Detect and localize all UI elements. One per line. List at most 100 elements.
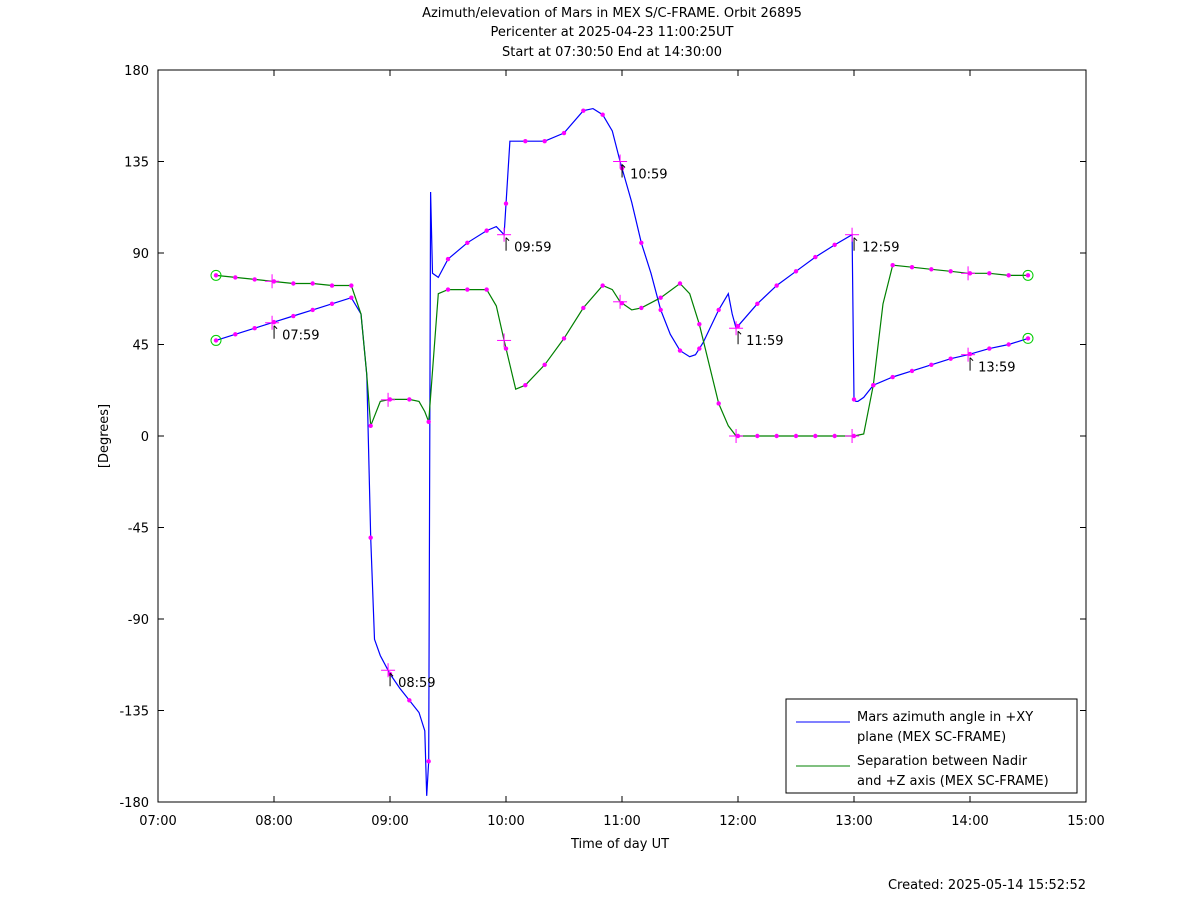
series-point-azimuth — [291, 313, 296, 319]
hour-label-pointer-head — [505, 237, 510, 242]
series-point-azimuth — [213, 338, 219, 343]
x-tick-label: 14:00 — [951, 814, 988, 829]
series-point-separation — [909, 265, 915, 270]
series-point-azimuth — [445, 256, 451, 262]
series-point-azimuth — [755, 301, 760, 307]
legend: Mars azimuth angle in +XY plane (MEX SC-… — [785, 698, 1078, 794]
y-tick-label: 135 — [124, 156, 149, 171]
series-point-separation — [1006, 273, 1011, 278]
series-point-separation — [697, 321, 702, 327]
series-point-separation — [484, 287, 489, 292]
y-tick-label: -180 — [119, 796, 149, 811]
x-tick-label: 10:00 — [487, 814, 524, 829]
series-point-separation — [349, 283, 354, 288]
y-axis-ticks: 180 135 90 45 0 -45 -90 -135 -180 — [119, 64, 1086, 811]
legend-label-separation-line-1: Separation between Nadir — [857, 754, 1028, 769]
series-point-separation — [890, 263, 895, 268]
hour-label: 12:59 — [862, 241, 899, 256]
series-point-azimuth — [639, 240, 644, 246]
hour-label-pointer-head — [273, 325, 278, 330]
series-point-separation — [213, 273, 219, 278]
series-point-azimuth — [813, 254, 818, 260]
series-point-azimuth — [929, 362, 934, 368]
series-point-separation — [465, 287, 470, 292]
created-timestamp: Created: 2025-05-14 15:52:52 — [888, 878, 1086, 893]
series-point-separation — [677, 281, 683, 286]
y-tick-label: -45 — [128, 522, 149, 537]
series-point-separation — [871, 382, 876, 388]
x-tick-label: 09:00 — [371, 814, 408, 829]
series-point-azimuth — [967, 351, 973, 357]
series-point-separation — [929, 267, 934, 272]
hour-label-pointer-head — [969, 357, 974, 362]
series-point-separation — [503, 346, 509, 351]
y-tick-label: 0 — [141, 430, 149, 445]
series-point-separation — [948, 269, 953, 274]
series-point-separation — [716, 401, 721, 406]
series-endpoint-azimuth — [1022, 332, 1034, 344]
series-point-separation — [291, 281, 296, 286]
series-point-separation — [639, 305, 644, 311]
series-point-azimuth — [233, 332, 238, 337]
series-point-separation — [426, 419, 431, 424]
hour-label: 13:59 — [978, 361, 1015, 376]
hour-label-pointer-head — [737, 330, 742, 335]
x-axis-label: Time of day UT — [570, 837, 669, 852]
y-tick-label: 180 — [124, 64, 149, 79]
series-layer — [210, 107, 1034, 796]
hour-label: 08:59 — [398, 676, 435, 691]
series-endpoint-separation — [210, 269, 222, 281]
series-point-separation — [561, 336, 567, 341]
series-point-separation — [600, 283, 605, 288]
hour-label-pointer-head — [621, 164, 626, 168]
series-point-separation — [542, 362, 547, 368]
x-tick-label: 11:00 — [603, 814, 640, 829]
legend-label-separation-line-2: and +Z axis (MEX SC-FRAME) — [857, 774, 1049, 789]
series-point-azimuth — [523, 138, 528, 144]
series-point-separation — [1025, 273, 1031, 278]
series-point-separation — [445, 287, 451, 292]
x-tick-label: 08:00 — [255, 814, 292, 829]
series-point-azimuth — [697, 346, 702, 351]
series-point-azimuth — [561, 130, 567, 136]
series-point-separation — [813, 433, 818, 439]
y-axis-label: [Degrees] — [97, 404, 112, 468]
hour-label: 10:59 — [630, 168, 667, 183]
series-point-azimuth — [426, 759, 431, 764]
series-point-azimuth — [581, 108, 586, 113]
series-point-azimuth — [465, 240, 470, 246]
series-point-azimuth — [658, 307, 663, 313]
chart-title-line-1: Azimuth/elevation of Mars in MEX S/C-FRA… — [422, 6, 802, 21]
series-point-azimuth — [987, 346, 992, 351]
series-endpoint-azimuth — [210, 334, 222, 346]
hour-label: 09:59 — [514, 241, 551, 256]
series-point-separation — [310, 281, 315, 286]
series-point-separation — [368, 423, 373, 429]
series-point-separation — [755, 433, 760, 439]
series-point-separation — [329, 283, 335, 288]
series-point-separation — [581, 305, 586, 311]
x-tick-label: 07:00 — [139, 814, 176, 829]
series-point-azimuth — [349, 295, 354, 300]
series-point-azimuth — [909, 368, 915, 374]
hour-label-pointer-head — [853, 237, 858, 242]
series-point-separation — [987, 271, 992, 276]
series-point-separation — [252, 277, 257, 282]
series-point-azimuth — [677, 348, 683, 353]
series-point-azimuth — [793, 269, 799, 274]
plot-area-frame — [157, 69, 1087, 803]
series-point-separation — [774, 433, 779, 439]
series-point-separation — [233, 275, 238, 280]
x-tick-label: 13:00 — [835, 814, 872, 829]
series-point-separation — [832, 433, 837, 439]
y-tick-label: 45 — [132, 339, 149, 354]
series-point-azimuth — [503, 201, 509, 206]
series-point-separation — [523, 382, 528, 388]
series-line-separation — [215, 264, 1028, 437]
x-axis-ticks: 07:00 08:00 09:00 10:00 11:00 12:00 13:00 14:00… — [139, 70, 1105, 829]
hour-label: 11:59 — [746, 334, 783, 349]
y-tick-label: -135 — [119, 705, 149, 720]
series-point-azimuth — [735, 323, 741, 329]
chart-title-line-2: Pericenter at 2025-04-23 11:00:25UT — [490, 25, 733, 40]
